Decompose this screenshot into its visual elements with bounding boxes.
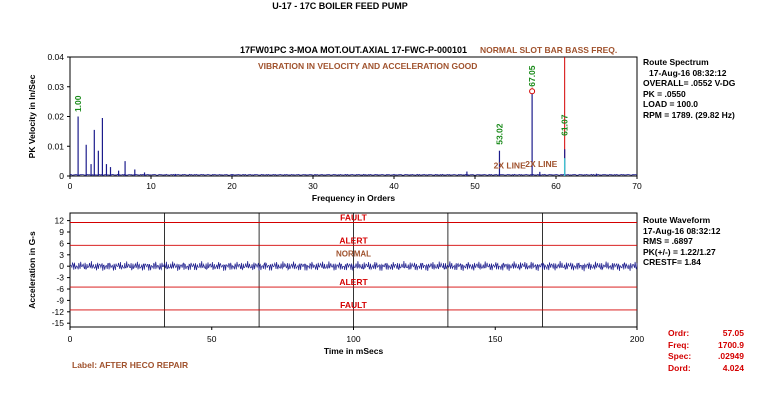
cursor-row: Spec: .02949 xyxy=(668,351,744,363)
y-tick-label: 9 xyxy=(59,227,64,237)
peak-label: 61.07 xyxy=(560,114,570,136)
y-tick-label: 12 xyxy=(55,216,65,226)
y-tick-label: -3 xyxy=(56,273,64,283)
spectrum-info-line: Route Spectrum xyxy=(643,57,709,67)
peak-label: 67.05 xyxy=(527,65,537,87)
note-vibration-good: VIBRATION IN VELOCITY AND ACCELERATION G… xyxy=(258,61,478,71)
spectrum-info-line: OVERALL= .0552 V-DG xyxy=(643,78,736,88)
waveform-trace xyxy=(69,260,638,272)
y-tick-label: 0.04 xyxy=(47,52,64,62)
waveform-info-line: Route Waveform xyxy=(643,215,711,225)
y-tick-label: 0.03 xyxy=(47,82,64,92)
peak-label: 1.00 xyxy=(73,95,83,112)
y-tick-label: -9 xyxy=(56,295,64,305)
spectrum-plot: 0 10 20 30 40 50 60 70 0 0.01 0.02 0.03 0.04 Frequenc… xyxy=(27,52,642,203)
x-tick-label: 200 xyxy=(630,334,644,344)
x-tick-label: 100 xyxy=(346,334,360,344)
chart-subtitle: 17FW01PC 3-MOA MOT.OUT.AXIAL 17-FWC-P-00… xyxy=(240,45,468,55)
y-tick-label: 0.01 xyxy=(47,141,64,151)
spectrum-info-line: PK = .0550 xyxy=(643,88,686,99)
cursor-value: .02949 xyxy=(718,351,744,361)
x-tick-label: 0 xyxy=(68,334,73,344)
line-annotation: 2X LINE xyxy=(494,161,526,171)
normal-label: NORMAL xyxy=(336,249,371,258)
x-tick-label: 10 xyxy=(146,181,156,191)
y-tick-label: 6 xyxy=(59,238,64,248)
waveform-info: Route Waveform 17-Aug-16 08:32:12 RMS = … xyxy=(643,215,720,268)
cursor-value: 57.05 xyxy=(722,328,744,338)
chart-title: U-17 - 17C BOILER FEED PUMP xyxy=(272,1,408,11)
cursor-label: Ordr: xyxy=(668,328,690,338)
y-tick-label: 0 xyxy=(59,261,64,271)
waveform-info-line: CRESTF= 1.84 xyxy=(643,257,701,267)
threshold-label: FAULT xyxy=(340,300,368,310)
waveform-info-line: RMS = .6897 xyxy=(643,236,693,246)
spectrum-info-line: LOAD = 100.0 xyxy=(643,99,699,109)
x-tick-label: 30 xyxy=(308,181,318,191)
waveform-info-line: 17-Aug-16 08:32:12 xyxy=(643,225,721,236)
x-axis-label: Frequency in Orders xyxy=(312,193,395,203)
x-tick-label: 50 xyxy=(470,181,480,191)
x-tick-label: 150 xyxy=(488,334,502,344)
cursor-marker xyxy=(529,88,536,95)
y-tick-label: 0 xyxy=(59,171,64,181)
waveform-info-line: PK(+/-) = 1.22/1.27 xyxy=(643,246,716,257)
y-tick-label: 0.02 xyxy=(47,112,64,122)
x-tick-label: 60 xyxy=(551,181,561,191)
threshold-label: FAULT xyxy=(340,213,368,223)
x-tick-label: 50 xyxy=(207,334,217,344)
spectrum-info-line: RPM = 1789. (29.82 Hz) xyxy=(643,109,735,120)
cursor-label: Dord: xyxy=(668,362,691,373)
cursor-value: 4.024 xyxy=(722,362,744,373)
x-axis-label: Time in mSecs xyxy=(324,346,384,356)
line-annotation: 2X LINE xyxy=(525,159,557,169)
y-tick-label: -15 xyxy=(52,318,65,328)
cursor-row: Freq: 1700.9 xyxy=(668,340,744,352)
footer-label: Label: AFTER HECO REPAIR xyxy=(72,360,189,370)
peak-label: 53.02 xyxy=(494,123,504,145)
spectrum-info: Route Spectrum 17-Aug-16 08:32:12 OVERAL… xyxy=(643,57,735,120)
threshold-label: ALERT xyxy=(339,235,368,245)
cursor-value: 1700.9 xyxy=(718,339,744,350)
spectrum-noise-trace xyxy=(69,173,638,176)
x-tick-label: 20 xyxy=(227,181,237,191)
cursor-label: Freq: xyxy=(668,339,690,350)
note-slot-bar: NORMAL SLOT BAR BASS FREQ. xyxy=(480,45,618,55)
y-axis-label: Acceleration in G-s xyxy=(27,231,37,309)
y-tick-label: -12 xyxy=(52,307,65,317)
cursor-readout: Ordr: 57.05 Freq: 1700.9 Spec: .02949 Dord:… xyxy=(668,328,744,374)
x-tick-label: 40 xyxy=(389,181,399,191)
y-tick-label: 3 xyxy=(59,250,64,260)
cursor-row: Dord: 4.024 xyxy=(668,363,744,375)
cursor-row: Ordr: 57.05 xyxy=(668,328,744,340)
threshold-label: ALERT xyxy=(339,277,368,287)
cursor-label: Spec: xyxy=(668,351,692,361)
x-tick-label: 70 xyxy=(632,181,642,191)
spectrum-info-line: 17-Aug-16 08:32:12 xyxy=(649,67,727,78)
y-tick-label: -6 xyxy=(56,284,64,294)
x-tick-label: 0 xyxy=(68,181,73,191)
y-axis-label: PK Velocity in In/Sec xyxy=(27,74,37,158)
